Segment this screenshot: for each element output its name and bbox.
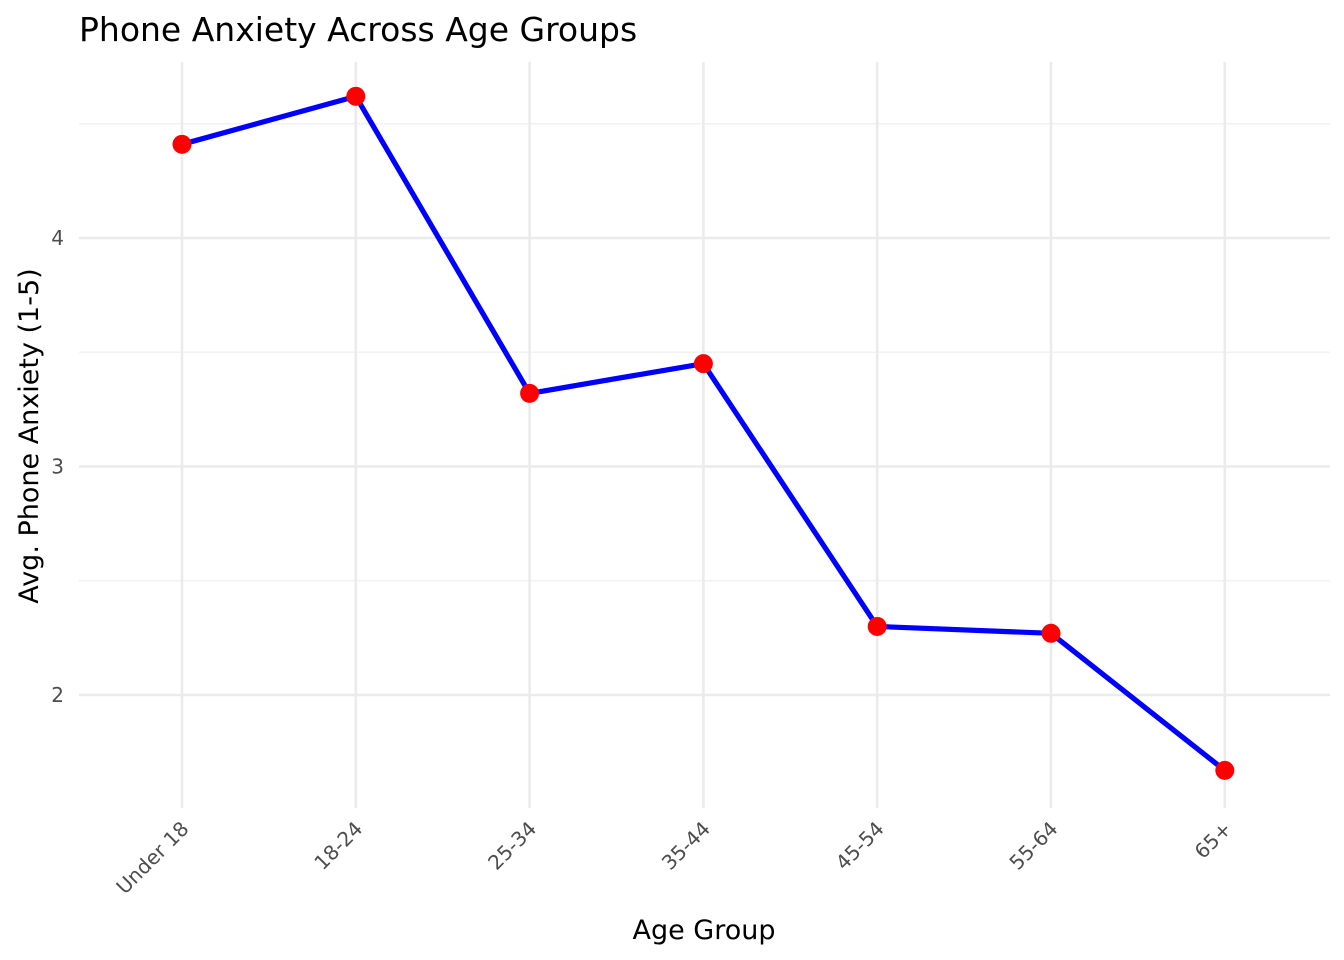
x-tick-label: Under 18 xyxy=(111,817,193,899)
data-point xyxy=(1215,760,1235,780)
data-point xyxy=(867,616,887,636)
y-tick-label: 4 xyxy=(51,226,64,250)
x-axis-ticks: Under 18 18-24 25-34 35-44 45-54 55-64 65+ xyxy=(111,817,1236,899)
x-tick-label: 35-44 xyxy=(657,817,715,875)
x-tick-label: 25-34 xyxy=(483,817,541,875)
x-tick-label: 55-64 xyxy=(1004,817,1062,875)
y-tick-label: 2 xyxy=(51,683,64,707)
y-axis-ticks: 2 3 4 xyxy=(51,226,64,707)
y-axis-title: Avg. Phone Anxiety (1-5) xyxy=(14,268,45,603)
y-tick-label: 3 xyxy=(51,455,64,479)
data-point xyxy=(520,383,540,403)
x-axis-title: Age Group xyxy=(632,915,775,946)
data-series xyxy=(172,86,1235,780)
data-point xyxy=(172,134,192,154)
x-tick-label: 45-54 xyxy=(831,817,889,875)
chart-title: Phone Anxiety Across Age Groups xyxy=(79,10,637,49)
grid xyxy=(79,62,1330,808)
data-point xyxy=(1041,623,1061,643)
data-point xyxy=(693,354,713,374)
x-tick-label: 65+ xyxy=(1190,817,1237,864)
data-point xyxy=(346,86,366,106)
x-tick-label: 18-24 xyxy=(309,817,367,875)
